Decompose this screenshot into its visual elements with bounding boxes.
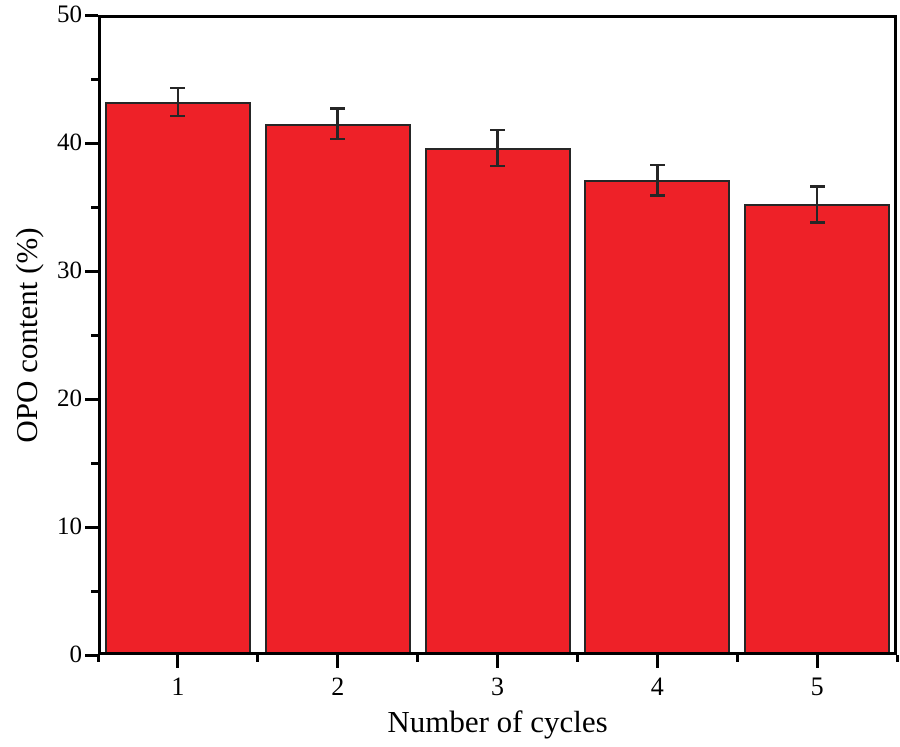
x-tick-label: 2 [331, 672, 345, 701]
bar [424, 148, 571, 655]
bar [744, 204, 891, 655]
error-bar-cap [330, 137, 346, 141]
y-minor-tick [91, 461, 98, 465]
error-bar-cap [170, 114, 186, 118]
error-bar-cap [490, 164, 505, 168]
bar [584, 180, 731, 655]
error-bar-line [336, 108, 339, 140]
x-major-tick [496, 655, 499, 668]
y-major-tick [85, 141, 98, 145]
error-bar-line [815, 186, 819, 223]
y-minor-tick [91, 333, 98, 337]
bar [104, 102, 251, 655]
x-axis-title: Number of cycles [387, 704, 608, 739]
y-major-tick [85, 397, 98, 401]
error-bar-cap [649, 163, 665, 166]
y-major-tick [85, 653, 98, 657]
error-bar-cap [170, 86, 186, 90]
error-bar-cap [330, 107, 346, 110]
error-bar-cap [649, 194, 665, 197]
error-bar-line [496, 130, 499, 167]
y-major-tick [85, 525, 98, 529]
x-major-tick [336, 655, 340, 668]
y-tick-label: 50 [57, 1, 82, 28]
x-minor-tick [895, 655, 899, 662]
error-bar-cap [809, 221, 825, 224]
x-minor-tick [256, 655, 260, 662]
y-minor-tick [91, 205, 98, 209]
error-bar-cap [809, 185, 825, 188]
x-tick-label: 4 [650, 672, 664, 701]
x-tick-label: 1 [171, 672, 185, 701]
error-bar-line [656, 164, 659, 196]
x-tick-label: 3 [491, 672, 504, 701]
x-tick-label: 5 [810, 672, 824, 701]
y-tick-label: 0 [69, 641, 83, 668]
x-minor-tick [96, 655, 100, 662]
y-tick-label: 10 [57, 513, 82, 540]
error-bar-line [176, 87, 180, 117]
x-major-tick [815, 655, 819, 668]
x-minor-tick [416, 655, 420, 662]
x-major-tick [176, 655, 180, 668]
y-minor-tick [91, 589, 98, 593]
error-bar-cap [490, 128, 505, 132]
bar [264, 123, 411, 655]
y-major-tick [85, 269, 98, 273]
x-minor-tick [575, 655, 579, 662]
x-major-tick [655, 655, 659, 668]
x-minor-tick [735, 655, 739, 662]
y-tick-label: 20 [57, 385, 82, 412]
y-tick-label: 30 [57, 257, 82, 284]
y-minor-tick [91, 77, 98, 81]
y-tick-label: 40 [57, 129, 82, 156]
y-major-tick [85, 13, 98, 17]
